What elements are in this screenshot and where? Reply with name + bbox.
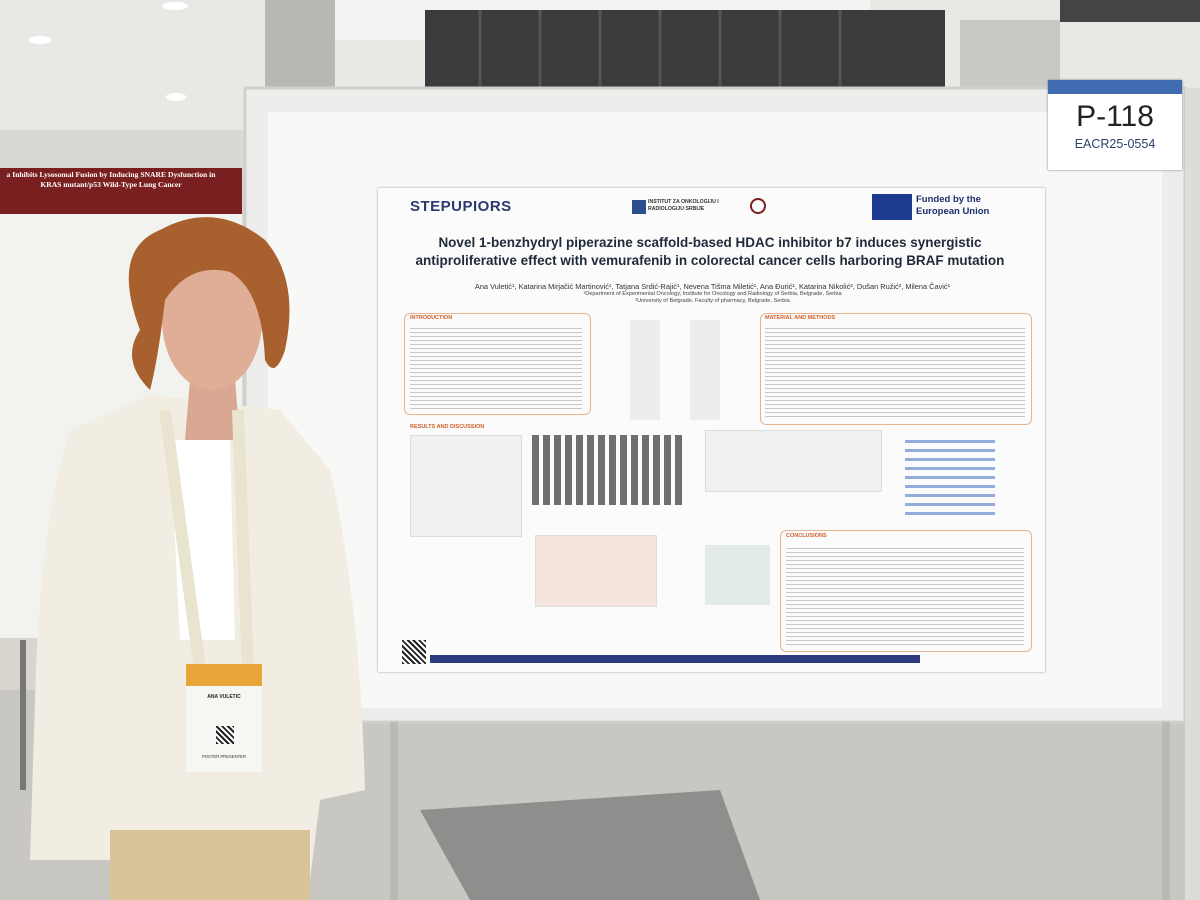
methods-box xyxy=(760,313,1032,425)
poster-title: Novel 1-benzhydryl piperazine scaffold-b… xyxy=(415,235,1005,268)
left-poster-header xyxy=(0,168,242,214)
section-heading: CONCLUSIONS xyxy=(786,533,827,539)
pillar xyxy=(265,0,335,90)
badge-header xyxy=(186,664,262,686)
body-text xyxy=(786,545,1024,645)
figure xyxy=(410,435,522,537)
affiliation: ¹Department of Experimental Oncology, In… xyxy=(583,291,842,297)
board-leg xyxy=(390,722,398,900)
body-text xyxy=(765,325,1025,420)
footer-bar xyxy=(430,655,920,663)
qr-code xyxy=(402,640,426,664)
poster-number: P-118 xyxy=(1076,100,1154,133)
left-board-leg xyxy=(20,640,26,790)
chemical-structures xyxy=(600,320,750,420)
board-leg xyxy=(1162,722,1170,900)
author-list: Ana Vuletić¹, Katarina Mirjačić Martinov… xyxy=(474,282,951,291)
section-heading: RESULTS AND DISCUSSION xyxy=(410,424,485,430)
ceiling-light xyxy=(28,36,52,44)
institute-logo: INSTITUT ZA ONKOLOGIJU I RADIOLOGIJU SRB… xyxy=(648,199,719,212)
wall xyxy=(0,130,250,170)
figure xyxy=(705,430,882,492)
affiliation: ²University of Belgrade, Faculty of phar… xyxy=(635,298,790,304)
badge-name: ANA VULETIC xyxy=(207,694,241,700)
project-logo: STEPUPIORS xyxy=(410,198,512,215)
eu-flag xyxy=(872,194,912,220)
floor-mat xyxy=(420,790,760,900)
ceiling-light xyxy=(166,93,186,101)
back-window xyxy=(1060,0,1200,22)
section-heading: MATERIAL AND METHODS xyxy=(765,315,836,321)
lanyard xyxy=(232,409,254,671)
trousers xyxy=(110,830,310,900)
face xyxy=(162,250,262,390)
ceiling-light xyxy=(162,2,188,10)
badge-role: POSTER PRESENTER xyxy=(202,754,246,759)
neck xyxy=(185,380,240,440)
hair xyxy=(128,217,290,390)
authors: Ana Vuletić¹, Katarina Mirjačić Martinov… xyxy=(395,282,1030,305)
poster-number-sign xyxy=(1048,80,1182,170)
university-logo xyxy=(750,198,766,214)
intro-box xyxy=(404,313,591,415)
back-window xyxy=(425,10,945,88)
figure xyxy=(532,435,682,505)
lanyard xyxy=(159,409,206,671)
pillar xyxy=(960,20,1060,88)
sign-banner xyxy=(1048,80,1182,94)
institute-icon xyxy=(632,200,646,214)
figure xyxy=(535,535,657,607)
funding-logo: Funded by the European Union xyxy=(916,194,990,217)
table-figure xyxy=(905,440,995,520)
next-board xyxy=(1185,88,1200,900)
conclusions-box xyxy=(780,530,1032,652)
body-text xyxy=(410,325,582,410)
abstract-id: EACR25-0554 xyxy=(1074,137,1156,151)
section-heading: INTRODUCTION xyxy=(410,315,453,321)
badge-qr xyxy=(216,726,234,744)
left-poster-title: a Inhibits Lysosomal Fusion by Inducing … xyxy=(6,170,216,189)
figure xyxy=(705,545,770,605)
window-mullions xyxy=(478,10,842,88)
